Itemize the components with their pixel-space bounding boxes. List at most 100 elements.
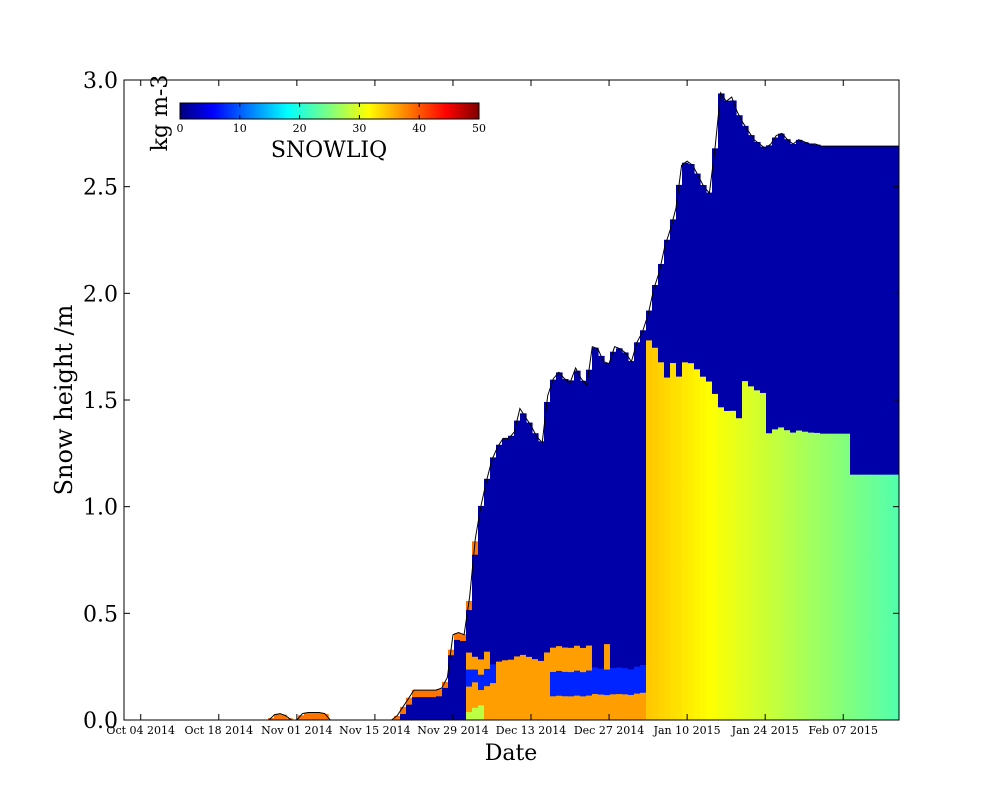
heatmap-cell bbox=[730, 100, 737, 146]
heatmap-cell bbox=[748, 427, 755, 470]
heatmap-cell bbox=[808, 432, 815, 474]
heatmap-cell bbox=[826, 515, 833, 557]
heatmap-cell bbox=[466, 626, 473, 636]
heatmap-cell bbox=[430, 711, 437, 715]
heatmap-cell bbox=[640, 552, 647, 582]
heatmap-cell bbox=[514, 634, 521, 657]
heatmap-cell bbox=[400, 707, 407, 710]
heatmap-cell bbox=[736, 590, 743, 635]
heatmap-cell bbox=[514, 655, 521, 678]
x-axis: Oct 04 2014 Oct 18 2014 Nov 01 2014 Nov 15 … bbox=[106, 80, 878, 737]
heatmap-cell bbox=[682, 640, 689, 681]
heatmap-cell bbox=[724, 366, 731, 411]
heatmap-cell bbox=[856, 351, 863, 393]
heatmap-cell bbox=[448, 694, 455, 701]
heatmap-cell bbox=[550, 574, 557, 600]
heatmap-cell bbox=[892, 638, 899, 680]
heatmap-cell bbox=[514, 548, 521, 571]
heatmap-cell bbox=[532, 453, 539, 475]
heatmap-cell bbox=[802, 265, 809, 308]
heatmap-cell bbox=[604, 490, 611, 517]
heatmap-cell bbox=[724, 587, 731, 633]
heatmap-cell bbox=[538, 700, 545, 720]
heatmap-cell bbox=[808, 678, 815, 720]
heatmap-cell bbox=[760, 310, 767, 352]
heatmap-cell bbox=[682, 481, 689, 522]
heatmap-cell bbox=[844, 638, 851, 680]
heatmap-cell bbox=[592, 454, 599, 482]
heatmap-cell bbox=[688, 600, 695, 642]
heatmap-cell bbox=[868, 433, 875, 475]
heatmap-cell bbox=[796, 181, 803, 224]
heatmap-cell bbox=[670, 290, 677, 328]
heatmap-cell bbox=[766, 678, 773, 720]
heatmap-cell bbox=[616, 454, 623, 482]
heatmap-cell bbox=[706, 682, 713, 720]
heatmap-cell bbox=[646, 369, 653, 399]
heatmap-cell bbox=[466, 668, 473, 679]
heatmap-cell bbox=[880, 597, 887, 639]
heatmap-cell bbox=[832, 433, 839, 475]
heatmap-cell bbox=[430, 705, 437, 708]
heatmap-cell bbox=[712, 352, 719, 394]
heatmap-cell bbox=[652, 316, 659, 348]
heatmap-cell bbox=[454, 645, 461, 653]
heatmap-cell bbox=[628, 591, 635, 619]
heatmap-cell bbox=[412, 715, 419, 719]
heatmap-cell bbox=[700, 261, 707, 301]
heatmap-cell bbox=[844, 433, 851, 475]
heatmap-cell bbox=[430, 690, 437, 693]
heatmap-cell bbox=[694, 602, 701, 643]
heatmap-cell bbox=[544, 470, 551, 494]
heatmap-cell bbox=[664, 376, 671, 412]
heatmap-cell bbox=[454, 657, 461, 665]
heatmap-cell bbox=[790, 226, 797, 268]
heatmap-cell bbox=[790, 349, 797, 392]
heatmap-cell bbox=[412, 709, 419, 713]
heatmap-cell bbox=[406, 713, 413, 716]
heatmap-cell bbox=[730, 321, 737, 367]
heatmap-cell bbox=[886, 146, 893, 188]
heatmap-cell bbox=[664, 445, 671, 481]
heatmap-cell bbox=[616, 587, 623, 615]
heatmap-cell bbox=[856, 638, 863, 680]
heatmap-cell bbox=[484, 668, 491, 687]
heatmap-cell bbox=[532, 699, 539, 720]
heatmap-cell bbox=[640, 636, 647, 665]
heatmap-cell bbox=[622, 536, 629, 564]
heatmap-cell bbox=[880, 433, 887, 475]
heatmap-cell bbox=[688, 442, 695, 483]
heatmap-cell bbox=[610, 614, 617, 642]
heatmap-cell bbox=[772, 678, 779, 720]
heatmap-cell bbox=[844, 146, 851, 188]
heatmap-cell bbox=[604, 668, 611, 696]
heatmap-cell bbox=[490, 682, 497, 702]
heatmap-cell bbox=[868, 597, 875, 639]
heatmap-cell bbox=[400, 712, 407, 715]
heatmap-cell bbox=[832, 146, 839, 188]
heatmap-cell bbox=[712, 515, 719, 558]
heatmap-cell bbox=[856, 187, 863, 229]
heatmap-cell bbox=[712, 393, 719, 435]
heatmap-cell bbox=[676, 299, 683, 339]
heatmap-cell bbox=[592, 374, 599, 402]
heatmap-cell bbox=[406, 702, 413, 705]
heatmap-cell bbox=[670, 362, 677, 399]
heatmap-cell bbox=[622, 352, 629, 380]
heatmap-cell bbox=[496, 523, 503, 544]
heatmap-cell bbox=[706, 606, 713, 646]
heatmap-cell bbox=[490, 607, 497, 627]
heatmap-cell bbox=[616, 427, 623, 456]
heatmap-cell bbox=[628, 386, 635, 413]
heatmap-cell bbox=[760, 187, 767, 230]
heatmap-cell bbox=[640, 664, 647, 693]
heatmap-cell bbox=[592, 587, 599, 615]
heatmap-cell bbox=[472, 566, 479, 581]
heatmap-cell bbox=[616, 481, 623, 509]
heatmap-cell bbox=[748, 678, 755, 720]
heatmap-cell bbox=[406, 715, 413, 718]
heatmap-cell bbox=[544, 606, 551, 630]
heatmap-cell bbox=[520, 457, 527, 480]
heatmap-cell bbox=[598, 563, 605, 591]
heatmap-cell bbox=[568, 404, 575, 430]
